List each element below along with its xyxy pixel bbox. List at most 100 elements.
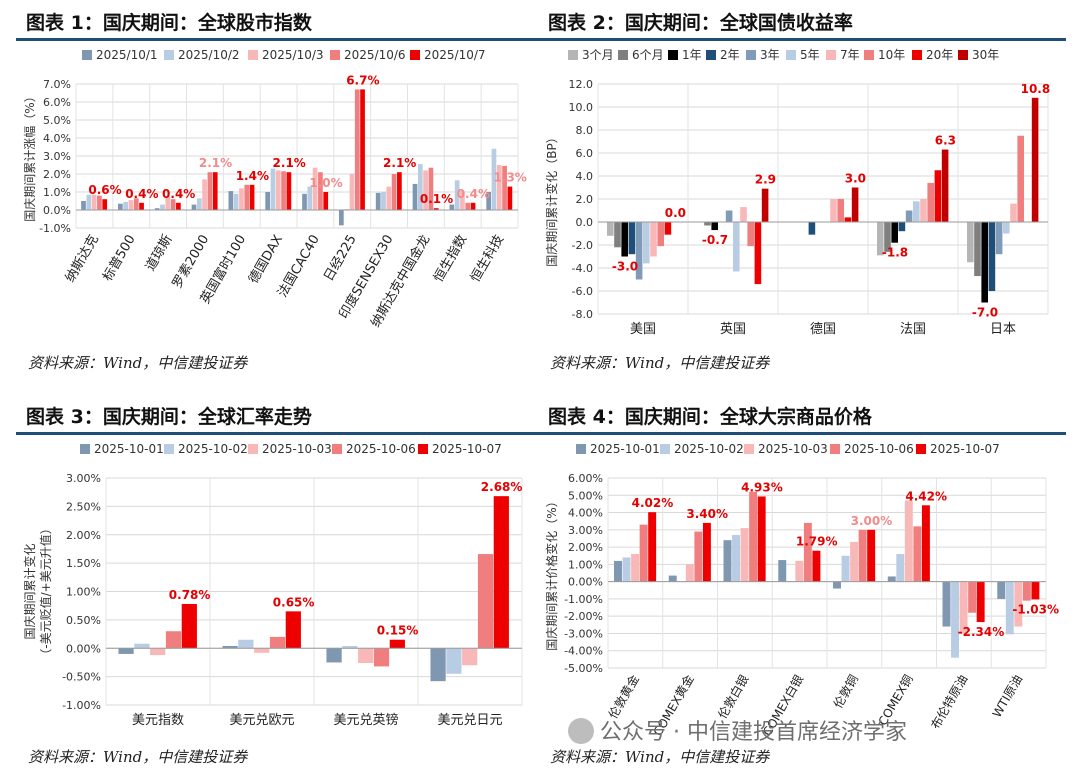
bar: [858, 529, 867, 582]
data-label: 0.4%: [162, 187, 195, 201]
bar: [951, 581, 960, 658]
legend-entry: 2025-10-03: [758, 442, 828, 456]
bar: [430, 648, 446, 682]
bar: [254, 648, 270, 653]
bar: [102, 199, 108, 210]
bar: [465, 202, 471, 210]
bar: [412, 183, 418, 210]
bar: [286, 172, 292, 210]
watermark: 公众号 · 中信建投首席经济学家: [568, 714, 907, 746]
y-tick-label: 4.0: [576, 170, 594, 183]
panel-global-stock-indices: 图表 1：国庆期间：全球股市指数 -1.0% 0.0% 1.0% 2.0% 3.0% 4.…: [14, 2, 544, 384]
bar: [302, 193, 307, 210]
bar: [607, 222, 614, 236]
bar: [833, 581, 841, 589]
bar: [446, 648, 462, 674]
y-tick-label: 10.0: [569, 101, 594, 114]
bar: [757, 496, 766, 582]
legend-swatch: [248, 50, 258, 60]
x-category-label: 日经225: [321, 233, 359, 285]
bar: [228, 191, 234, 210]
bar: [778, 560, 787, 582]
data-label: -1.03%: [1012, 602, 1059, 616]
bar: [97, 195, 102, 210]
y-tick-label: -1.0%: [39, 222, 71, 235]
bar: [496, 165, 502, 210]
x-category-label: 美元兑欧元: [229, 713, 294, 728]
bar: [281, 171, 286, 210]
bar: [723, 540, 732, 582]
y-tick-label: 6.00%: [568, 472, 603, 485]
y-tick-label: 1.00%: [568, 558, 603, 571]
source-note: 资料来源：Wind，中信建投证券: [28, 354, 248, 372]
legend-swatch: [864, 50, 874, 60]
chart-title: 图表 2：国庆期间：全球国债收益率: [548, 12, 853, 34]
bar: [239, 188, 244, 210]
bar: [740, 207, 747, 222]
y-tick-label: 4.0%: [43, 132, 71, 145]
y-tick-label: 6.0%: [43, 96, 71, 109]
bar: [877, 222, 884, 256]
y-tick-label: -0.50%: [62, 671, 101, 684]
data-label: 2.9: [755, 173, 776, 187]
legend-swatch: [660, 444, 670, 454]
data-label: -1.8: [882, 246, 908, 260]
y-axis-label: 国庆期间累计变化: [22, 543, 37, 639]
data-label: 1.0%: [309, 176, 342, 190]
title-divider: [538, 432, 1066, 435]
bar: [417, 164, 423, 210]
bar: [139, 202, 144, 210]
bar: [913, 526, 922, 582]
bar: [976, 581, 985, 623]
panel-global-bond-yields: 图表 2：国庆期间：全球国债收益率 -8.0 -6.0 -4.0 -2.0 0.0 2.0…: [536, 2, 1066, 384]
legend-swatch: [786, 50, 796, 60]
bond-yield-chart: -8.0 -6.0 -4.0 -2.0 0.0 2.0 4.0 6.0 8.0 10.0 12.0 美…: [544, 48, 1050, 337]
x-category-label: 德国: [810, 322, 836, 337]
legend-swatch: [830, 444, 840, 454]
bar: [614, 560, 622, 582]
bar: [614, 222, 621, 248]
bar: [711, 222, 718, 231]
bar: [491, 148, 497, 210]
legend-swatch: [826, 50, 836, 60]
bar: [91, 194, 97, 210]
bar: [391, 174, 397, 210]
y-tick-label: -8.0: [572, 308, 593, 321]
bar: [212, 172, 218, 210]
legend-entry: 6个月: [632, 48, 664, 62]
bar: [1005, 581, 1014, 635]
legend-swatch: [164, 50, 174, 60]
y-tick-label: 2.00%: [66, 529, 101, 542]
bar: [358, 648, 374, 664]
data-label: 0.15%: [377, 624, 419, 638]
bar: [176, 202, 181, 210]
legend-entry: 2025-10-01: [590, 442, 660, 456]
bar: [867, 529, 876, 582]
legend-entry: 30年: [972, 48, 999, 62]
bar: [326, 648, 342, 663]
bar: [118, 648, 134, 654]
x-category-label: 美元兑英镑: [333, 712, 398, 728]
legend-swatch: [82, 50, 92, 60]
bar: [1003, 222, 1010, 234]
panel-global-fx: 图表 3：国庆期间：全球汇率走势 -1.00% -0.50% 0.00% 0.50% 1…: [14, 396, 544, 778]
bar: [428, 167, 434, 210]
bar: [117, 203, 123, 210]
data-label: 0.6%: [88, 183, 121, 197]
data-label: -3.0: [612, 260, 638, 274]
bar: [375, 192, 381, 210]
x-category-label: 罗素2000: [170, 233, 213, 292]
data-label: 0.0: [665, 206, 686, 220]
bar: [470, 202, 476, 210]
bar: [493, 496, 509, 649]
legend-entry: 2025-10-06: [346, 442, 416, 456]
bar: [1031, 97, 1039, 222]
legend-entry: 2年: [720, 48, 740, 62]
x-category-label: 恒生科技: [468, 233, 507, 286]
legend-entry: 2025-10-07: [930, 442, 1000, 456]
y-tick-label: 2.50%: [66, 500, 101, 513]
legend-swatch: [330, 50, 340, 60]
bar: [694, 531, 703, 582]
bar: [921, 505, 930, 582]
y-tick-label: 2.0%: [43, 168, 71, 181]
